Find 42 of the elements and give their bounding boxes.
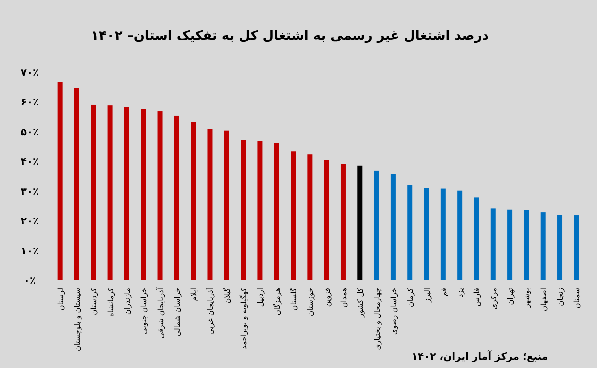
y-tick-label: ۷۰٪ bbox=[20, 68, 40, 79]
bar bbox=[490, 208, 496, 280]
bar bbox=[390, 174, 396, 280]
bar bbox=[274, 143, 280, 280]
bar bbox=[91, 104, 96, 280]
bar bbox=[574, 216, 580, 280]
y-tick-label: ۳۰٪ bbox=[20, 186, 40, 198]
bar bbox=[174, 116, 180, 280]
bar bbox=[208, 129, 213, 280]
bar bbox=[258, 141, 263, 280]
bar bbox=[440, 188, 446, 280]
chart-title: درصد اشتغال غیر رسمی به اشتغال کل به تفکیک استان– ۱۴۰۲ bbox=[91, 29, 490, 44]
bar bbox=[224, 130, 230, 280]
bar bbox=[141, 109, 146, 280]
bar bbox=[340, 164, 346, 280]
bar bbox=[324, 160, 330, 280]
y-tick-label: ۵۰٪ bbox=[20, 127, 40, 138]
text: منبع؛ مرکز آمار ایران، ۱۴۰۲ bbox=[412, 350, 548, 363]
bar bbox=[374, 170, 380, 280]
bar bbox=[524, 210, 530, 280]
bar bbox=[158, 112, 163, 280]
bar bbox=[358, 166, 363, 280]
y-tick-label: ۰٪ bbox=[24, 276, 36, 287]
y-tick-label: ۲۰٪ bbox=[20, 216, 40, 228]
y-tick-label: ۴۰٪ bbox=[20, 157, 40, 168]
bar bbox=[558, 215, 563, 280]
bar bbox=[508, 210, 513, 280]
bar bbox=[191, 122, 196, 280]
bar bbox=[124, 107, 130, 280]
bar bbox=[424, 188, 430, 280]
bar bbox=[540, 212, 546, 280]
y-tick-label: ۶۰٪ bbox=[20, 98, 40, 109]
bar bbox=[241, 140, 246, 280]
bar bbox=[108, 106, 113, 280]
bar bbox=[74, 88, 80, 280]
bar bbox=[308, 154, 313, 280]
bar bbox=[58, 82, 63, 280]
bar bbox=[458, 190, 463, 280]
bar bbox=[291, 152, 296, 280]
bar bbox=[474, 198, 480, 280]
y-tick-label: ۱۰٪ bbox=[20, 246, 40, 258]
bar bbox=[408, 186, 413, 280]
